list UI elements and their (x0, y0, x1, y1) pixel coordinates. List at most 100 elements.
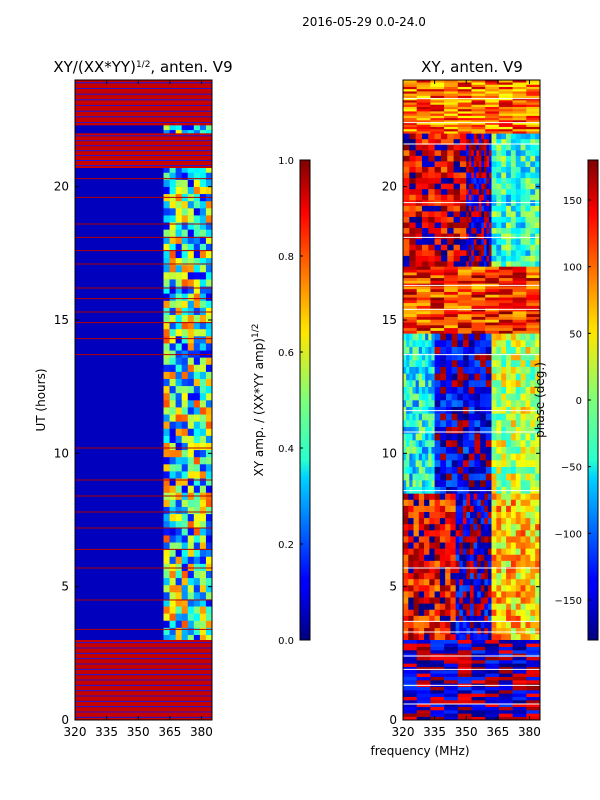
phase-cell (520, 216, 526, 223)
phase-cell (510, 133, 517, 140)
phase-cell (429, 585, 435, 592)
phase-cell (431, 366, 435, 374)
amp-band-cell (181, 456, 189, 465)
amp-band-cell (169, 286, 176, 294)
amp-band-cell (163, 200, 170, 209)
phase-cell (486, 161, 490, 167)
phase-cell (510, 578, 517, 586)
phase-cell (510, 453, 517, 461)
phase-cell (496, 194, 502, 201)
phase-cell (525, 473, 531, 481)
phase-x-tick-label: 365 (486, 725, 509, 739)
amp-band-cell (205, 485, 213, 493)
phase-cell (434, 155, 442, 162)
phase-cell (515, 609, 521, 616)
phase-cell (473, 188, 477, 195)
phase-cell (421, 340, 426, 347)
amp-band-cell (205, 549, 213, 557)
phase-cell (424, 493, 430, 500)
phase-cell (463, 440, 470, 447)
phase-cell (477, 603, 482, 610)
phase-cell (485, 373, 492, 381)
phase-cell (477, 597, 482, 604)
phase-cell (535, 554, 541, 561)
phase-cell (415, 183, 423, 190)
amp-band-cell (181, 528, 189, 536)
phase-cell (498, 653, 513, 657)
phase-cell (488, 166, 492, 173)
phase-cell (506, 238, 512, 245)
phase-cell (459, 172, 467, 179)
phase-cell (416, 297, 431, 301)
amp-band-cell (199, 634, 207, 643)
phase-cell (512, 113, 527, 116)
phase-cell (444, 111, 459, 114)
phase-cell (434, 433, 441, 441)
phase-cell (485, 413, 492, 421)
amp-colorbar-tick-label: 0.0 (278, 636, 294, 647)
phase-cell (457, 700, 472, 704)
phase-cell (485, 700, 500, 704)
amp-band-cell (175, 549, 183, 557)
amp-band-cell (175, 336, 183, 344)
phase-cell (415, 250, 423, 256)
phase-cell (487, 609, 492, 616)
phase-cell (451, 486, 458, 494)
phase-cell (512, 646, 527, 651)
phase-cell (466, 591, 471, 598)
amp-band-cell (169, 371, 176, 379)
amp-band-cell (187, 350, 195, 358)
phase-cell (455, 530, 460, 537)
phase-cell (468, 183, 472, 190)
phase-cell (428, 250, 435, 256)
phase-cell (484, 603, 489, 610)
amp-y-axis-label: UT (hours) (34, 368, 48, 431)
phase-cell (457, 104, 472, 107)
phase-cell (480, 585, 485, 592)
phase-cell (488, 177, 492, 184)
phase-cell (476, 250, 480, 256)
amp-band-cell (169, 236, 176, 244)
phase-cell (525, 585, 531, 592)
phase-cell (484, 572, 489, 580)
phase-cell (476, 205, 480, 212)
phase-cell (485, 453, 492, 461)
phase-cell (510, 536, 517, 543)
phase-cell (440, 194, 448, 201)
phase-cell (478, 183, 482, 190)
phase-cell (466, 530, 471, 537)
phase-cell (501, 183, 507, 190)
phase-cell (424, 523, 430, 531)
phase-cell (512, 266, 527, 270)
phase-cell (530, 560, 536, 567)
phase-cell (471, 269, 486, 273)
phase-cell (535, 511, 541, 519)
amp-band-cell (205, 286, 213, 294)
phase-cell (512, 716, 527, 721)
amp-band-cell (205, 570, 213, 579)
phase-cell (474, 360, 481, 367)
phase-cell (496, 453, 502, 461)
amp-band-cell (193, 613, 201, 621)
phase-cell (485, 716, 500, 721)
phase-cell (512, 316, 527, 320)
phase-cell (491, 542, 497, 549)
phase-cell (501, 597, 507, 604)
phase-cell (498, 690, 513, 694)
phase-cell (515, 627, 521, 635)
phase-cell (506, 188, 512, 195)
phase-cell (535, 211, 541, 217)
phase-cell (457, 302, 472, 306)
phase-cell (429, 597, 435, 604)
phase-cell (403, 673, 417, 677)
phase-cell (471, 660, 486, 664)
phase-cell (512, 640, 527, 644)
phase-cell (512, 703, 527, 707)
phase-cell (409, 172, 416, 179)
figure-suptitle: 2016-05-29 0.0-24.0 (302, 15, 426, 29)
amp-band-cell (175, 186, 183, 195)
phase-cell (409, 440, 413, 447)
phase-cell (457, 93, 472, 96)
phase-cell (412, 386, 416, 394)
phase-cell (496, 523, 502, 531)
